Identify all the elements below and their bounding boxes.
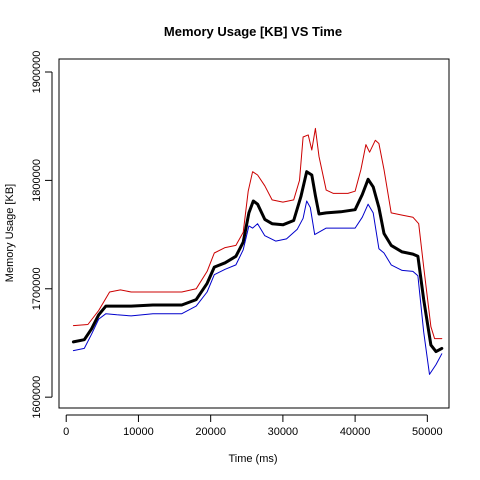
y-tick-label: 1600000 bbox=[31, 376, 43, 419]
series-line-1 bbox=[72, 127, 443, 340]
series-line-2 bbox=[71, 170, 444, 354]
x-tick-label: 30000 bbox=[268, 426, 299, 438]
y-axis-label: Memory Usage [KB] bbox=[4, 184, 16, 282]
x-tick-label: 40000 bbox=[340, 426, 371, 438]
x-axis-label: Time (ms) bbox=[228, 453, 277, 465]
chart-title: Memory Usage [KB] VS Time bbox=[164, 24, 342, 39]
axes-layer: 0 10000 20000 30000 40000 50000 1600000 1700000… bbox=[31, 51, 443, 438]
x-tick-label: 0 bbox=[63, 426, 69, 438]
series-layer bbox=[71, 127, 444, 375]
x-tick-label: 50000 bbox=[412, 426, 443, 438]
x-tick-label: 20000 bbox=[195, 426, 226, 438]
plot-frame bbox=[58, 58, 450, 409]
y-tick-label: 1700000 bbox=[31, 267, 43, 310]
series-line-3 bbox=[72, 200, 443, 375]
x-tick-label: 10000 bbox=[123, 426, 154, 438]
y-tick-label: 1800000 bbox=[31, 159, 43, 202]
y-tick-label: 1900000 bbox=[31, 51, 43, 94]
